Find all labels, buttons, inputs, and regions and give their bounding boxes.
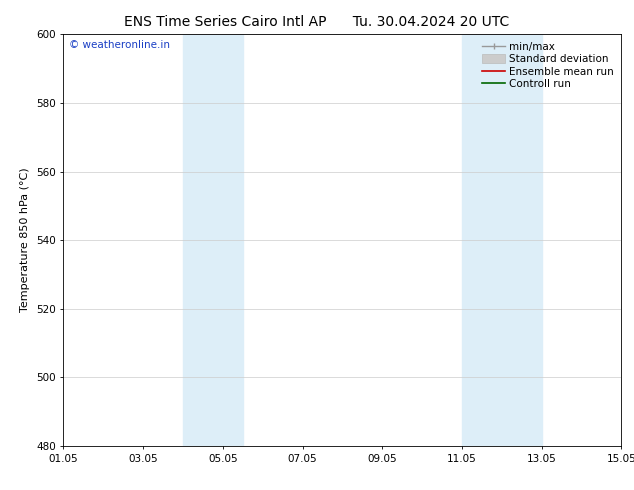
Y-axis label: Temperature 850 hPa (°C): Temperature 850 hPa (°C): [20, 168, 30, 313]
Bar: [462, 34, 541, 446]
Bar: [183, 34, 243, 446]
Legend: min/max, Standard deviation, Ensemble mean run, Controll run: min/max, Standard deviation, Ensemble me…: [480, 40, 616, 92]
Text: © weatheronline.in: © weatheronline.in: [69, 41, 170, 50]
Text: ENS Time Series Cairo Intl AP      Tu. 30.04.2024 20 UTC: ENS Time Series Cairo Intl AP Tu. 30.04.…: [124, 15, 510, 29]
